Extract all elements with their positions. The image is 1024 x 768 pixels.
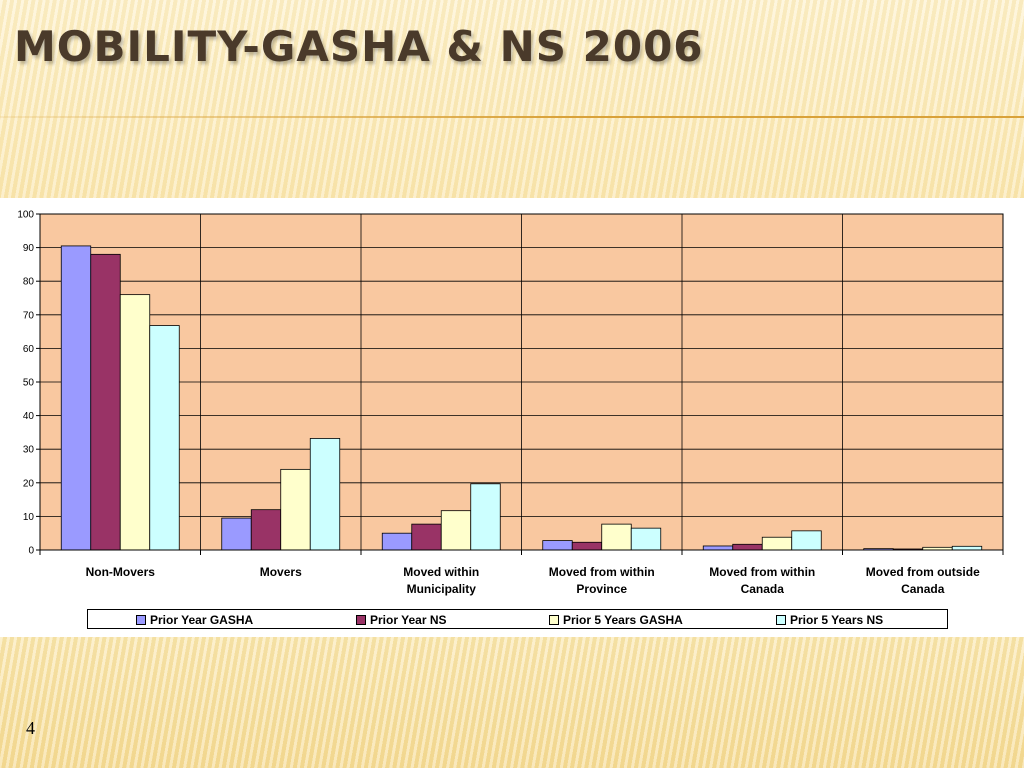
x-category-label: Moved from outside (866, 565, 980, 579)
slide-title: MOBILITY-GASHA & NS 2006 (14, 22, 704, 71)
legend-item-prior-5-years-gasha: Prior 5 Years GASHA (549, 612, 683, 628)
bar (791, 530, 822, 551)
x-category-label: Province (576, 582, 627, 596)
chart-panel: 0 10 20 30 40 50 60 70 80 90 100 Non-Movers Movers Mo… (0, 198, 1024, 637)
x-category-label: Canada (901, 582, 945, 596)
y-tick-label: 0 (28, 546, 34, 557)
bar (951, 545, 983, 551)
x-category-label: Municipality (407, 582, 477, 596)
legend-swatch (356, 615, 366, 625)
legend-label: Prior 5 Years NS (790, 613, 884, 627)
bar (119, 294, 151, 551)
page-number: 4 (26, 718, 35, 738)
legend-item-prior-year-ns: Prior Year NS (356, 612, 447, 628)
x-category-label: Moved within (403, 565, 479, 579)
chart-legend: Prior Year GASHA Prior Year NS Prior 5 Y… (87, 609, 948, 629)
bar (470, 483, 501, 551)
slide-background-bottom (0, 637, 1024, 768)
bar (630, 527, 662, 551)
slide-background-top (0, 0, 1024, 198)
y-tick-label: 90 (23, 243, 35, 254)
bar (702, 545, 734, 551)
bar (60, 245, 92, 551)
legend-swatch (549, 615, 559, 625)
y-tick-label: 20 (23, 478, 35, 489)
y-tick-label: 40 (23, 411, 35, 422)
legend-label: Prior Year GASHA (150, 613, 254, 627)
x-category-label: Moved from within (709, 565, 815, 579)
legend-label: Prior Year NS (370, 613, 447, 627)
x-category-label: Non-Movers (86, 565, 156, 579)
bar (761, 536, 793, 551)
bar (732, 543, 763, 551)
bar (221, 517, 252, 551)
bar (411, 523, 442, 551)
bar (571, 541, 603, 551)
bar-chart: 0 10 20 30 40 50 60 70 80 90 100 Non-Movers Movers Mo… (17, 210, 1004, 596)
legend-item-prior-year-gasha: Prior Year GASHA (136, 612, 253, 628)
legend-label: Prior 5 Years GASHA (563, 613, 683, 627)
y-tick-label: 10 (23, 512, 35, 523)
bar (601, 523, 632, 551)
y-tick-label: 60 (23, 344, 35, 355)
bar (440, 510, 472, 551)
x-category-label: Canada (741, 582, 785, 596)
legend-swatch (136, 615, 146, 625)
y-tick-label: 70 (23, 310, 35, 321)
y-tick-label: 80 (23, 277, 35, 288)
bar (250, 509, 282, 551)
y-tick-label: 30 (23, 445, 35, 456)
x-category-label: Movers (260, 565, 302, 579)
title-divider (0, 116, 1024, 118)
bar (280, 468, 311, 551)
bar (149, 325, 180, 551)
plot-border (39, 213, 1004, 551)
y-tick-label: 50 (23, 378, 35, 389)
legend-swatch (776, 615, 786, 625)
y-tick-label: 100 (17, 210, 34, 221)
bar (309, 438, 341, 551)
bar (542, 540, 573, 551)
legend-item-prior-5-years-ns: Prior 5 Years NS (776, 612, 883, 628)
bar (381, 532, 413, 551)
x-category-label: Moved from within (549, 565, 655, 579)
bar (90, 253, 121, 551)
